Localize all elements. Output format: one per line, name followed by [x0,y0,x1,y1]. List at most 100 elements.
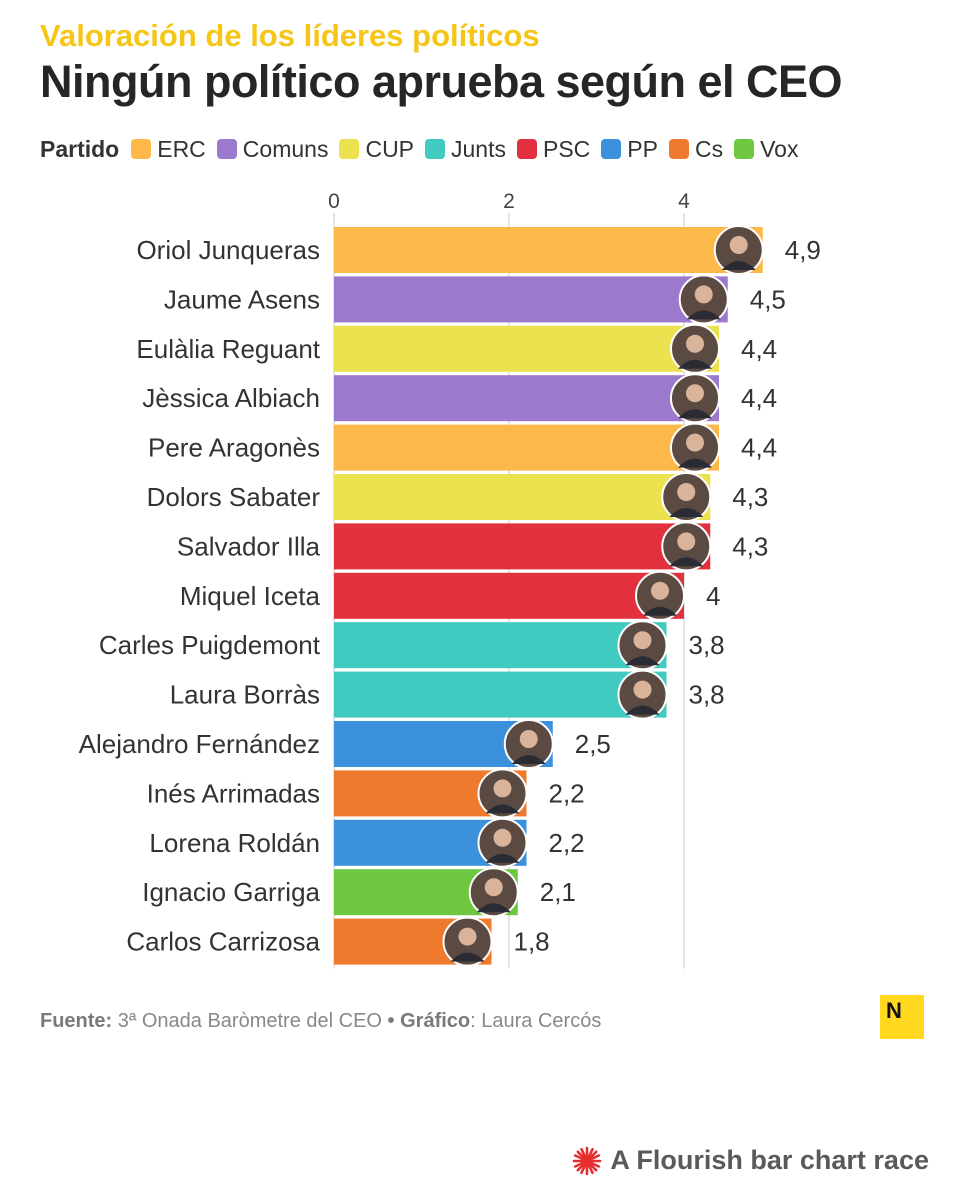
bar-row: Miquel Iceta 4 [180,570,720,621]
flourish-credit-link[interactable]: A Flourish bar chart race [572,1145,929,1176]
bar [334,671,667,718]
avatar-body [669,557,704,567]
legend-label: Cs [694,135,724,162]
avatar-body [678,458,712,468]
value-label: 4,9 [785,235,821,265]
category-label: Inés Arrimadas [147,778,320,808]
bar-row: Alejandro Fernández 2,5 [79,719,611,769]
legend-swatch [216,139,237,159]
footer-separator: • [387,1010,395,1032]
value-label: 3,8 [689,680,725,710]
avatar-body [678,359,712,369]
legend-item-psc: PSC [517,136,590,163]
value-label: 4,4 [741,334,777,364]
credit-text: : Laura Cercós [470,1010,602,1032]
category-label: Laura Borràs [170,680,320,710]
legend-swatch [601,139,622,159]
avatar-face [677,532,696,551]
value-label: 2,1 [540,877,576,907]
avatar-face [677,483,696,501]
avatar-face [633,631,652,650]
legend: Partido ERC Comuns CUP Junts PSC PP Cs Vox [40,133,809,165]
value-label: 4,4 [741,383,777,413]
legend-swatch [339,139,360,159]
x-tick-label: 2 [503,190,515,213]
avatar-face [493,779,512,798]
value-label: 2,2 [549,778,585,808]
avatar-body [625,705,660,715]
legend-label: CUP [365,135,415,162]
value-label: 3,8 [689,630,725,660]
avatar-body [511,755,546,764]
bar-row: Oriol Junqueras 4,9 [136,225,821,275]
value-label: 2,2 [549,828,585,858]
avatar-face [686,334,704,353]
x-tick-label: 4 [678,190,690,213]
legend-item-vox: Vox [734,136,798,163]
bar [334,375,719,422]
legend-label: Vox [760,135,799,162]
legend-item-cup: CUP [339,136,414,163]
bar-row: Laura Borràs 3,8 [170,669,725,720]
avatar-body [485,853,520,863]
avatar-body [686,310,721,320]
legend-label: Comuns [242,135,329,162]
legend-label: PSC [543,135,591,162]
chart-title: Ningún político aprueba según el CEO [40,56,843,107]
legend-swatch [734,139,755,159]
publisher-logo[interactable]: N [880,995,924,1039]
legend-swatch [131,139,152,159]
category-label: Dolors Sabater [147,482,321,512]
category-label: Oriol Junqueras [136,235,320,265]
bar [334,325,719,372]
bar [334,572,684,619]
legend-swatch [668,139,689,159]
category-label: Pere Aragonès [148,433,320,463]
bar [334,523,711,570]
bar-row: Carlos Carrizosa 1,8 [126,916,550,967]
avatar-face [686,433,704,452]
legend-label: ERC [157,135,206,162]
bar-row: Carles Puigdemont 3,8 [99,620,725,671]
legend-label: PP [627,135,658,162]
legend-title: Partido [40,135,120,162]
category-label: Salvador Illa [177,531,321,561]
bar-row: Pere Aragonès 4,4 [148,422,777,473]
avatar-body [678,409,712,419]
avatar-face [694,285,713,304]
category-label: Jèssica Albiach [142,383,320,413]
category-label: Carlos Carrizosa [126,927,320,957]
legend-item-pp: PP [601,136,658,163]
legend-label: Junts [451,135,506,162]
category-label: Lorena Roldán [149,828,320,858]
avatar-face [651,581,669,600]
flourish-credit-text: A Flourish bar chart race [610,1145,929,1175]
bar-row: Salvador Illa 4,3 [177,521,768,572]
bar-row: Dolors Sabater 4,3 [147,472,768,522]
value-label: 4,4 [741,433,777,463]
flourish-burst-icon [573,1146,602,1175]
avatar-face [493,828,512,847]
value-label: 4,5 [750,284,786,314]
category-label: Ignacio Garriga [142,877,320,907]
value-label: 1,8 [514,927,550,957]
credit-label: Gráfico [400,1010,471,1032]
bar [334,424,719,471]
category-label: Jaume Asens [164,284,320,314]
legend-item-erc: ERC [131,136,206,163]
avatar-body [643,606,677,616]
bar-row: Inés Arrimadas 2,2 [147,768,585,819]
chart-kicker: Valoración de los líderes políticos [40,18,540,53]
avatar-body [669,508,704,517]
avatar-face [458,927,477,946]
category-label: Alejandro Fernández [79,729,320,759]
avatar-face [729,236,748,254]
bar-row: Eulàlia Reguant 4,4 [136,323,777,374]
avatar-body [721,261,756,270]
legend-item-comuns: Comuns [216,135,329,163]
category-label: Carles Puigdemont [99,630,321,660]
legend-item-junts: Junts [425,136,506,163]
legend-swatch [517,139,537,159]
category-label: Eulàlia Reguant [136,334,320,364]
source-text: 3ª Onada Baròmetre del CEO [117,1010,382,1032]
